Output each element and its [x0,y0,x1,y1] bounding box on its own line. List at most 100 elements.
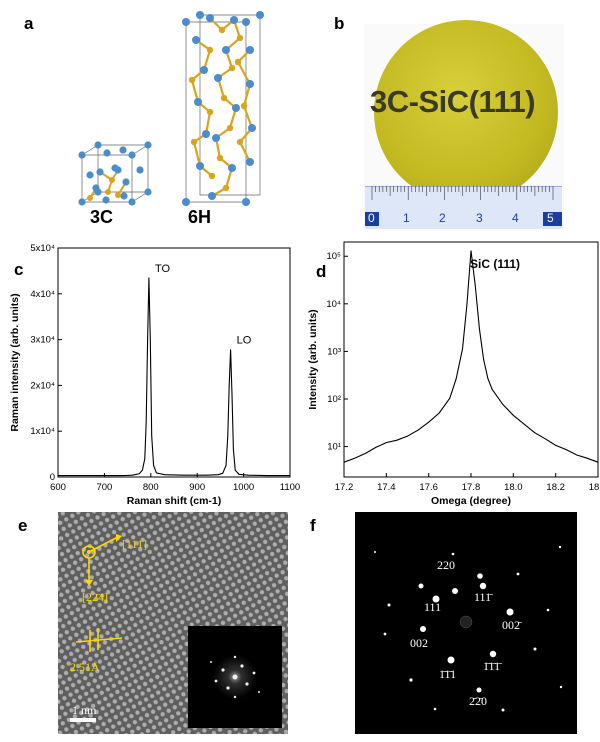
data-point [80,475,82,476]
y-tick-label: 10⁴ [326,299,341,310]
data-point [512,414,514,416]
data-point [227,435,229,437]
x-tick-label: 1000 [233,482,254,493]
data-point [479,329,480,330]
data-point [565,449,567,450]
data-point [217,474,219,476]
saed-spot-11bar1: 1̄1̄1 [439,667,457,681]
y-tick-label: 5x10⁴ [30,243,55,254]
raman-chart: 600 700 800 900 1000 1100 0 1x10⁴ 2x10⁴ 3x10⁴ 4x10… [9,243,300,507]
hrtem-image [58,512,288,734]
data-point [396,439,398,441]
data-point [138,473,140,475]
ruler-label-5: 5 [547,211,554,225]
x-tick-label: 17.2 [335,482,354,493]
data-point [147,339,149,340]
data-point [491,389,493,390]
data-point [474,284,476,286]
y-tick-label: 0 [50,472,55,483]
panel-letter-c: c [14,260,24,279]
x-tick-label: 600 [50,482,66,493]
data-point [228,385,230,386]
data-point [375,447,377,448]
data-point [144,458,146,460]
data-point [534,432,535,433]
ruler-label-3: 3 [476,211,483,225]
panel-letter-d: d [316,262,327,281]
y-tick-label: 3x10⁴ [30,335,55,346]
data-line [58,277,290,477]
saed-spot-220bar: 2̄2̄0 [469,694,487,708]
ruler-label-2: 2 [439,211,446,225]
y-axis-label: Raman intensity (arb. units) [9,293,21,431]
data-point [57,475,59,476]
data-point [142,469,143,471]
x-axis-label: Omega (degree) [431,495,511,507]
annotation: LO [237,335,252,347]
data-point [555,445,557,446]
data-point [483,359,485,361]
data-point [466,305,468,307]
x-tick-label: 700 [96,482,112,493]
hrtem-spacing: 2.51Å [70,660,100,674]
data-point [417,429,419,431]
saed-spot-111: 111 [424,600,442,614]
data-point [587,457,588,459]
data-point [364,453,366,454]
data-point [131,474,133,476]
data-point [455,378,457,379]
data-point [230,349,232,351]
ruler-label-4: 4 [512,211,519,225]
saed-spot-111bar: 111̄ [474,590,492,604]
data-point [428,421,430,423]
data-point [233,449,234,450]
data-point [354,457,355,459]
saed-spot-002: 002 [410,636,428,650]
hrtem-direction-224: [22̄4] [82,590,108,604]
x-tick-label: 18.4 [589,482,600,493]
data-point [234,469,236,471]
data-point [487,378,489,379]
data-point [238,473,240,475]
data-point [597,461,599,463]
ruler [365,186,562,229]
data-point [122,475,124,476]
data-point [343,461,345,463]
data-point [156,472,157,474]
data-point [222,472,224,474]
data-point [151,435,153,437]
y-tick-label: 10³ [327,346,341,357]
hrtem-direction-111: [111] [122,537,148,551]
data-point [153,465,155,466]
data-point [385,442,387,443]
x-tick-label: 800 [143,482,159,493]
y-tick-label: 10⁵ [326,251,341,262]
data-point [266,475,268,476]
data-point [289,475,291,476]
ruler-label-0: 0 [368,211,375,225]
data-point [225,465,227,466]
x-tick-label: 18.0 [504,482,523,493]
data-point [462,348,463,350]
panel-letter-b: b [334,14,345,33]
data-point [576,454,578,456]
panel-letter-a: a [24,14,34,33]
saed-pattern [355,512,577,734]
data-point [164,474,166,476]
xrd-rocking-chart: 17.2 17.4 17.6 17.8 18.0 18.2 18.4 10¹ 10² 10³ 10⁴… [307,241,600,507]
y-axis-label: Intensity (arb. units) [307,309,319,409]
annotation: TO [155,263,171,275]
annotation: SiC (111) [470,257,520,271]
x-tick-label: 17.6 [419,482,438,493]
data-point [148,277,150,279]
data-point [247,474,249,476]
data-line [343,250,599,463]
ruler-label-1: 1 [403,211,410,225]
saed-spot-002bar: 002̄ [502,618,520,632]
x-tick-label: 17.8 [462,482,481,493]
plot-frame [343,241,599,478]
data-point [231,394,233,395]
x-tick-label: 18.2 [546,482,565,493]
data-point [145,421,147,423]
wafer [374,20,558,204]
